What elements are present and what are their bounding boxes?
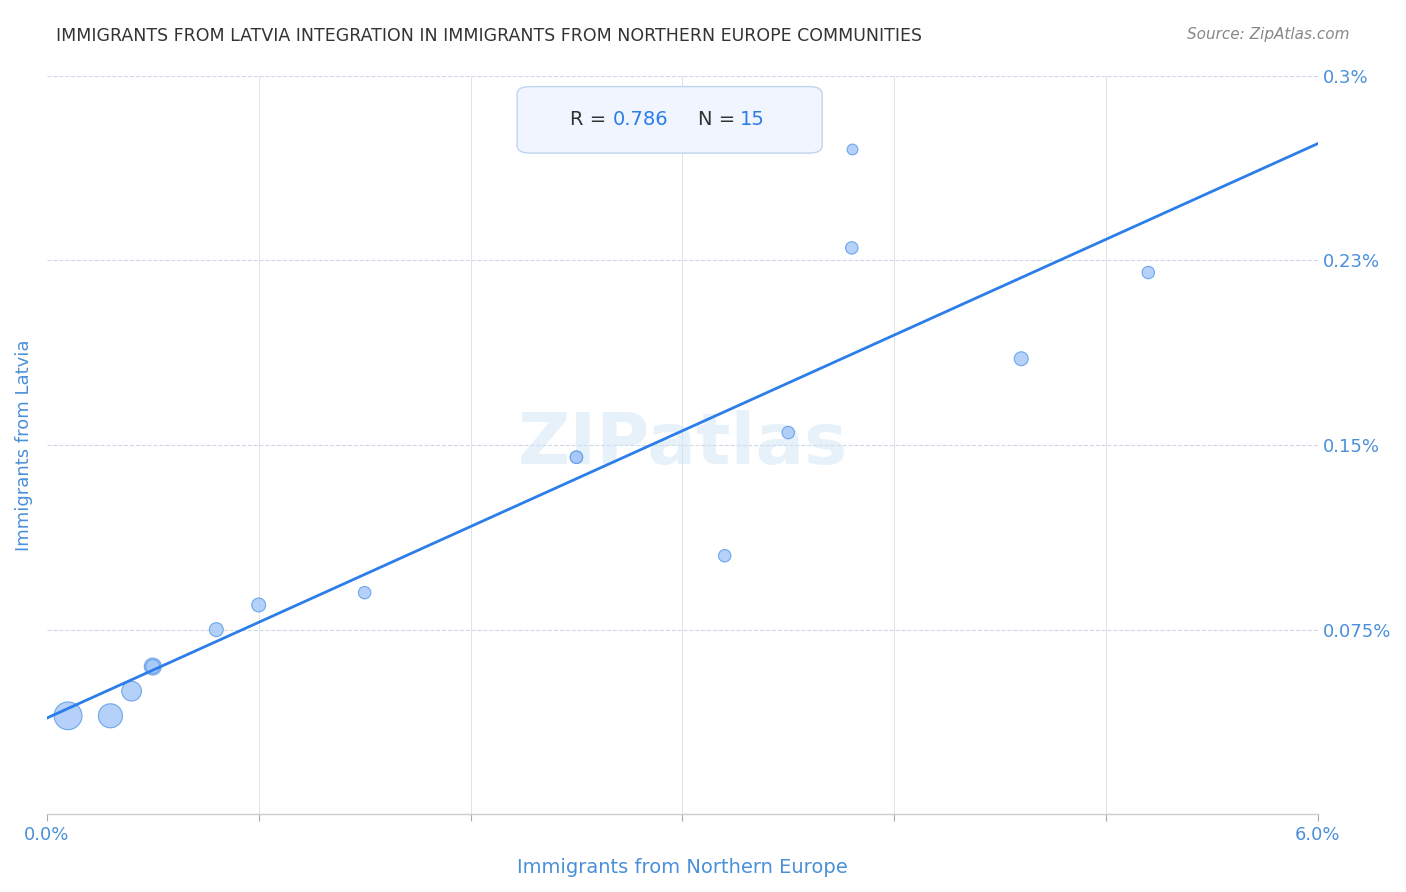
Point xyxy=(1010,351,1032,366)
FancyBboxPatch shape xyxy=(517,87,823,153)
Point xyxy=(841,241,863,255)
Text: 0.786: 0.786 xyxy=(613,111,668,129)
Text: R =: R = xyxy=(571,111,613,129)
Point xyxy=(778,425,800,440)
Point xyxy=(56,708,79,723)
Y-axis label: Immigrants from Latvia: Immigrants from Latvia xyxy=(15,339,32,550)
Point xyxy=(565,450,588,465)
Point xyxy=(353,585,375,599)
Point xyxy=(247,598,270,612)
Text: N =: N = xyxy=(697,111,741,129)
Point xyxy=(142,659,165,673)
Point xyxy=(142,659,165,673)
Text: ZIPatlas: ZIPatlas xyxy=(517,410,848,479)
Point xyxy=(1137,266,1160,280)
Point xyxy=(100,708,122,723)
X-axis label: Immigrants from Northern Europe: Immigrants from Northern Europe xyxy=(517,858,848,877)
Text: IMMIGRANTS FROM LATVIA INTEGRATION IN IMMIGRANTS FROM NORTHERN EUROPE COMMUNITIE: IMMIGRANTS FROM LATVIA INTEGRATION IN IM… xyxy=(56,27,922,45)
Point xyxy=(841,142,863,156)
Text: Source: ZipAtlas.com: Source: ZipAtlas.com xyxy=(1187,27,1350,42)
Point xyxy=(565,450,588,465)
Text: 15: 15 xyxy=(740,111,765,129)
Point xyxy=(713,549,735,563)
Point xyxy=(205,623,228,637)
Point xyxy=(121,684,143,698)
